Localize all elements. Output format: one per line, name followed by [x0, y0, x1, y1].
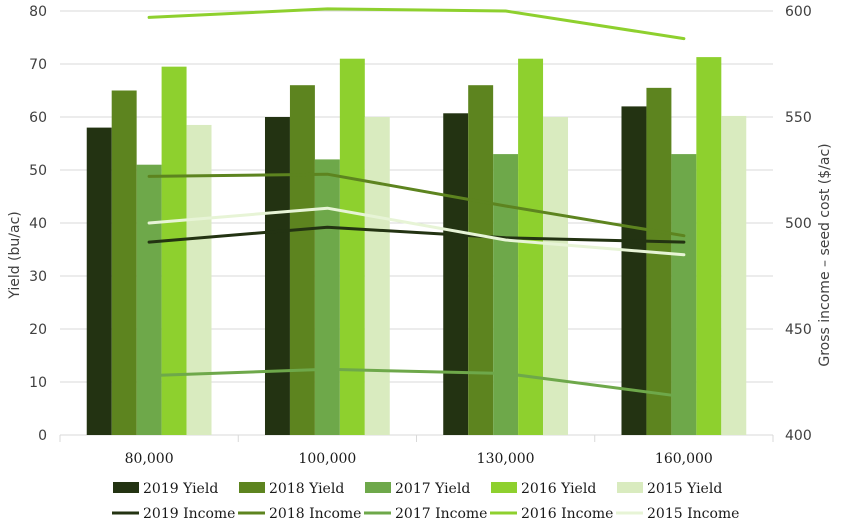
x-tick-label: 100,000 [298, 451, 356, 467]
series-line [147, 206, 686, 257]
legend-label: 2019 Yield [143, 481, 218, 497]
bar [289, 85, 315, 435]
x-tick-label: 160,000 [655, 451, 713, 467]
bar [136, 164, 162, 435]
legend-label: 2018 Yield [269, 481, 344, 497]
x-tick-label: 80,000 [125, 451, 174, 467]
y-tick-label: 70 [29, 57, 47, 73]
y-tick-label: 40 [29, 216, 47, 232]
axes: 0 10 20 30 40 50 60 70 80 400 450 500 550 600 80,000 10… [29, 4, 812, 467]
legend-swatch [617, 482, 643, 493]
bar [518, 58, 544, 435]
series-line [147, 225, 686, 244]
bar [646, 87, 672, 435]
bar [721, 115, 747, 435]
bar [264, 117, 290, 435]
bar [671, 154, 697, 435]
bar [186, 124, 212, 435]
y2-tick-label: 500 [785, 216, 812, 232]
bar [493, 154, 519, 435]
series-line [147, 367, 686, 399]
legend-label: 2017 Yield [395, 481, 470, 497]
bar [621, 106, 647, 436]
legend-label: 2016 Yield [521, 481, 596, 497]
y-tick-label: 30 [29, 269, 47, 285]
bar [111, 90, 137, 435]
bar [339, 58, 365, 435]
bar [86, 127, 112, 435]
legend-label: 2017 Income [395, 506, 487, 522]
x-tick-label: 130,000 [477, 451, 535, 467]
legend-label: 2018 Income [269, 506, 361, 522]
series-line [147, 7, 686, 41]
legend-label: 2016 Income [521, 506, 613, 522]
bar [364, 117, 390, 435]
bar-series-group [86, 57, 747, 436]
y2-tick-label: 550 [785, 110, 812, 126]
legend-swatch [113, 482, 139, 493]
legend-swatch [365, 482, 391, 493]
bar [443, 113, 469, 435]
bar [468, 85, 494, 435]
legend-swatch [491, 482, 517, 493]
y-axis-title: Yield (bu/ac) [7, 211, 23, 299]
y2-tick-label: 400 [785, 428, 812, 444]
legend-swatch [239, 482, 265, 493]
bar [161, 66, 187, 436]
series-line [147, 172, 686, 238]
y-tick-label: 20 [29, 322, 47, 338]
y-tick-label: 50 [29, 163, 47, 179]
y-tick-label: 60 [29, 110, 47, 126]
legend-label: 2015 Yield [647, 481, 722, 497]
y2-axis-title: Gross income – seed cost ($/ac) [817, 143, 833, 366]
bar [543, 117, 569, 435]
y-tick-label: 0 [38, 428, 47, 444]
legend: 2019 Yield 2018 Yield 2017 Yield 2016 Yield… [112, 481, 739, 522]
y2-tick-label: 450 [785, 322, 812, 338]
y-tick-label: 80 [29, 4, 47, 20]
line-series-group [147, 7, 686, 399]
y2-tick-label: 600 [785, 4, 812, 20]
bar [314, 159, 340, 435]
legend-label: 2015 Income [647, 506, 739, 522]
y-tick-label: 10 [29, 375, 47, 391]
legend-label: 2019 Income [143, 506, 235, 522]
bar [696, 57, 722, 436]
